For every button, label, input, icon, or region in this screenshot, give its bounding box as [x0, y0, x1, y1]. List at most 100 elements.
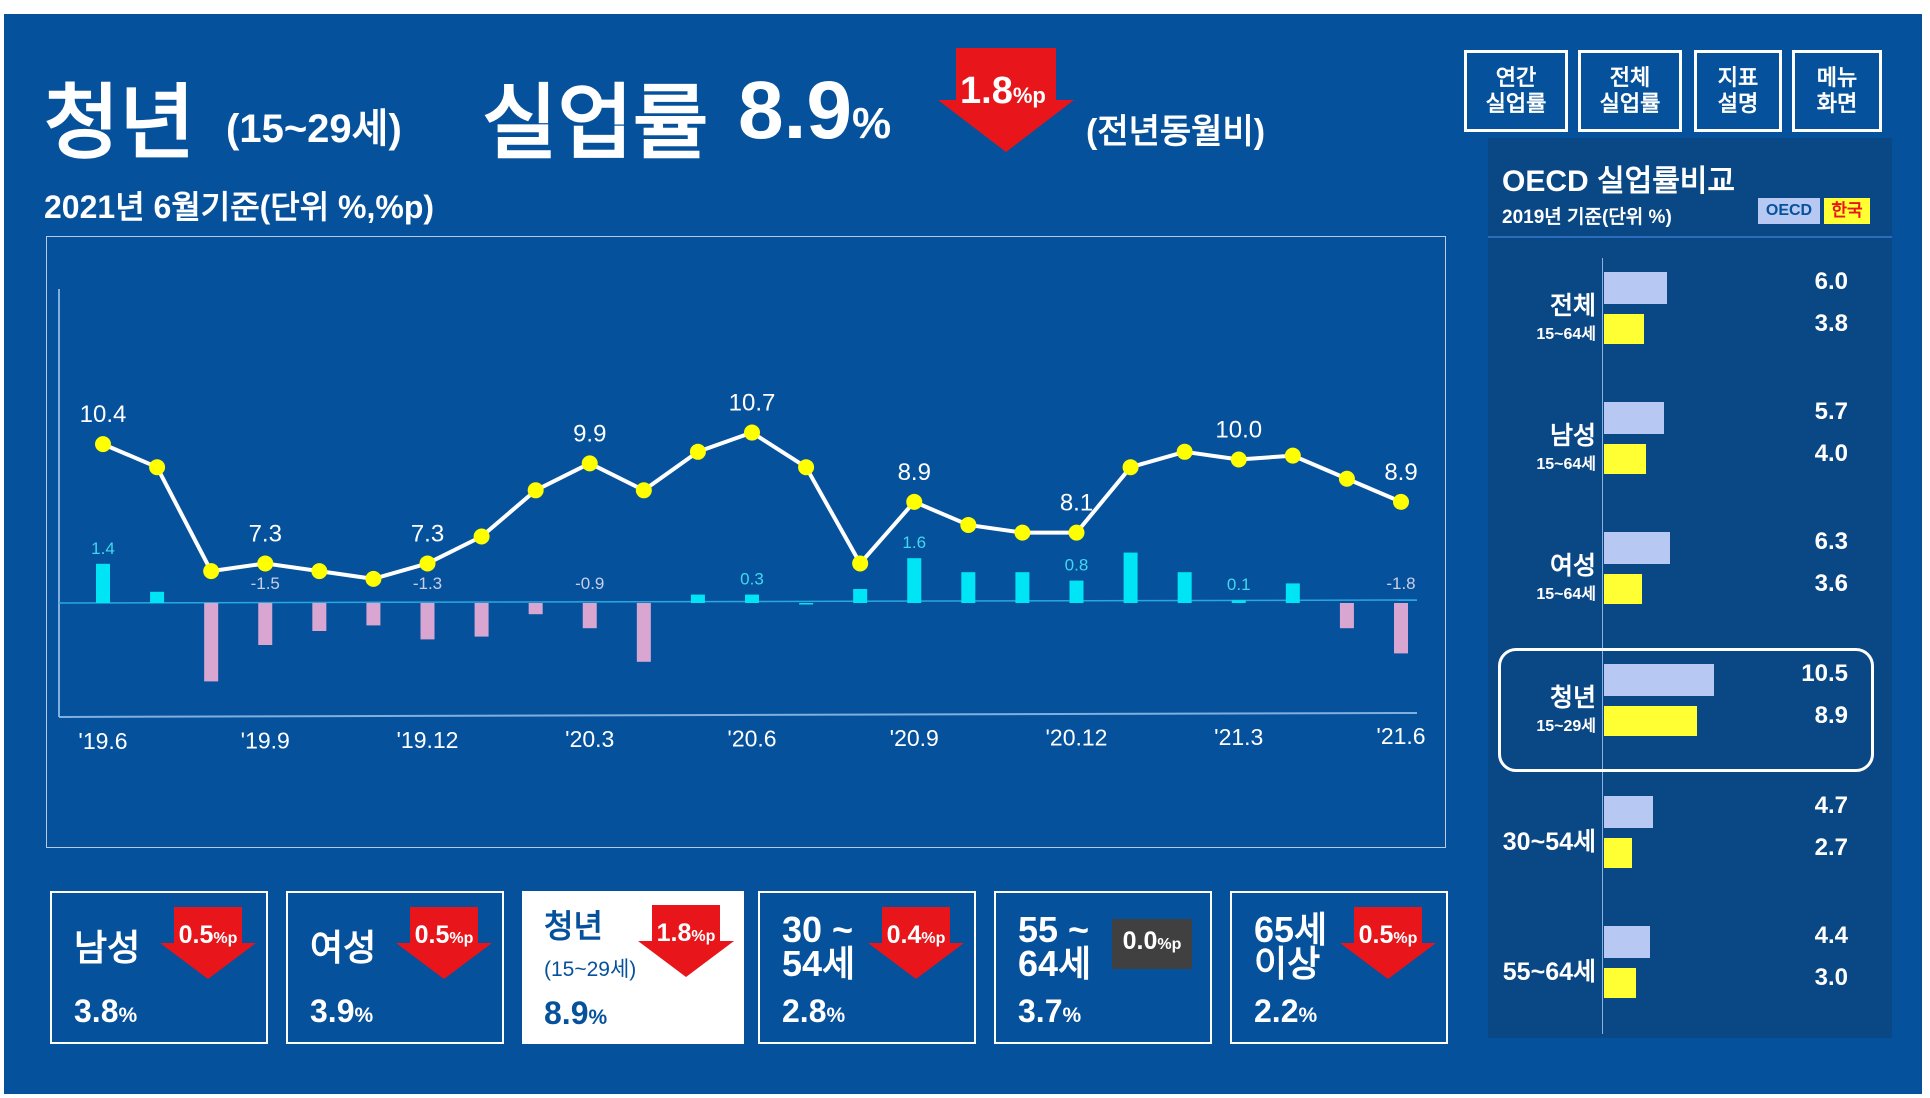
card-0[interactable]: 남성 3.8% 0.5%p [50, 891, 268, 1044]
oecd-bar [1604, 796, 1654, 828]
change-bar [1231, 600, 1246, 603]
oecd-row-sublabel: 15~64세 [1536, 456, 1596, 473]
bar-data-label: -1.5 [251, 574, 280, 593]
badge-value: 0.0 [1122, 927, 1158, 955]
bar-data-label: -0.9 [575, 574, 604, 593]
zero-line [58, 599, 1418, 604]
badge-text: 1.8%p [638, 919, 734, 948]
card-label: 65세 이상 [1254, 909, 1328, 984]
badge-unit: %p [1393, 930, 1418, 947]
oecd-row-4: 30~54세 4.7 2.7 [1488, 788, 1892, 908]
change-bar [1339, 603, 1354, 629]
card-value-unit: % [588, 1006, 608, 1029]
oecd-bar [1604, 402, 1664, 434]
card-4[interactable]: 55 ~ 64세 3.7% 0.0%p [994, 891, 1212, 1044]
change-bar [312, 603, 327, 631]
card-value-number: 3.7 [1018, 993, 1063, 1029]
change-bar [1285, 583, 1300, 603]
change-bar [745, 594, 759, 603]
korea-bar [1604, 968, 1636, 998]
nav-total-unemployment-button[interactable]: 전체 실업률 [1578, 50, 1682, 132]
line-data-label: 7.3 [249, 520, 282, 547]
arrow-down-icon [868, 907, 964, 979]
change-bar [528, 603, 543, 615]
oecd-row-2: 여성 15~64세 6.3 3.6 [1488, 524, 1892, 644]
card-label: 30 ~ 54세 [782, 909, 856, 984]
legend-korea: 한국 [1824, 198, 1870, 224]
x-tick-label: '20.6 [727, 726, 776, 752]
oecd-row-0: 전체 15~64세 6.0 3.8 [1488, 264, 1892, 384]
x-tick-label: '19.12 [397, 727, 459, 753]
oecd-value: 4.7 [1814, 792, 1848, 819]
card-value-unit: % [1298, 1004, 1318, 1027]
card-label: 55 ~ 64세 [1018, 909, 1092, 984]
change-bar [420, 603, 435, 640]
data-point [635, 482, 652, 499]
data-point [149, 459, 166, 476]
header-change-arrow: 1.8%p [938, 48, 1074, 152]
arrow-down-badge: 0.5%p [1340, 907, 1436, 979]
korea-bar [1604, 838, 1633, 868]
card-value: 8.9% [544, 995, 607, 1032]
flat-change-badge: 0.0%p [1104, 907, 1200, 979]
badge-text: 0.4%p [868, 921, 964, 950]
x-tick-label: '21.6 [1376, 723, 1425, 749]
nav-indicator-description-button[interactable]: 지표 설명 [1694, 50, 1782, 132]
arrow-down-badge: 0.4%p [868, 907, 964, 979]
data-point [1122, 459, 1139, 476]
line-data-label: 7.3 [411, 520, 444, 547]
arrow-down-badge: 0.5%p [396, 907, 492, 979]
x-axis [58, 712, 1418, 718]
oecd-divider [1488, 236, 1892, 238]
card-3[interactable]: 30 ~ 54세 2.8% 0.4%p [758, 891, 976, 1044]
change-bar [258, 603, 273, 645]
change-bar [582, 603, 597, 629]
line-data-label: 9.9 [573, 420, 606, 447]
data-point [906, 493, 923, 510]
arrow-down-icon [638, 905, 734, 977]
title-value-group: 8.9% [738, 64, 891, 158]
change-bar [961, 572, 976, 603]
bar-data-label: -1.3 [413, 574, 442, 593]
line-data-label: 10.0 [1215, 417, 1262, 444]
data-point [365, 570, 382, 587]
oecd-row-label: 여성 [1549, 552, 1596, 580]
badge-unit: %p [921, 930, 946, 947]
data-point [257, 555, 274, 572]
card-value-number: 3.9 [310, 993, 355, 1029]
korea-value: 3.8 [1814, 310, 1848, 337]
badge-text: 0.5%p [396, 921, 492, 950]
oecd-value: 4.4 [1814, 922, 1848, 949]
card-label: 남성 [74, 927, 141, 968]
oecd-row-1: 남성 15~64세 5.7 4.0 [1488, 394, 1892, 514]
x-tick-label: '19.9 [241, 727, 290, 753]
korea-value: 2.7 [1814, 834, 1848, 861]
oecd-panel: OECD 실업률비교 2019년 기준(단위 %) OECD 한국 전체 15~6… [1488, 138, 1892, 1038]
card-1[interactable]: 여성 3.9% 0.5%p [286, 891, 504, 1044]
line-data-label: 8.9 [1384, 459, 1417, 486]
badge-text: 0.0%p [1104, 927, 1200, 956]
oecd-row-label: 남성 [1549, 422, 1596, 450]
x-tick-label: '20.12 [1046, 724, 1108, 750]
nav-annual-unemployment-button[interactable]: 연간 실업률 [1464, 50, 1568, 132]
data-point [1284, 447, 1301, 464]
change-bar [799, 603, 814, 605]
bar-data-label: 1.6 [902, 533, 926, 552]
card-value: 3.9% [310, 993, 373, 1030]
oecd-value: 5.7 [1814, 398, 1848, 425]
card-label: 여성 [310, 927, 377, 968]
korea-bar [1604, 706, 1698, 736]
card-5[interactable]: 65세 이상 2.2% 0.5%p [1230, 891, 1448, 1044]
nav-menu-button[interactable]: 메뉴 화면 [1792, 50, 1882, 132]
card-value-unit: % [354, 1004, 374, 1027]
badge-unit: %p [691, 928, 716, 945]
card-2[interactable]: 청년 (15~29세) 8.9% 1.8%p [522, 891, 744, 1044]
oecd-bar [1604, 532, 1671, 564]
card-value-number: 8.9 [544, 995, 589, 1031]
data-point [744, 424, 760, 441]
oecd-bar [1604, 664, 1715, 696]
data-point [960, 516, 977, 533]
change-bar [96, 563, 110, 603]
oecd-value: 6.0 [1814, 268, 1848, 295]
card-value-unit: % [826, 1004, 846, 1027]
